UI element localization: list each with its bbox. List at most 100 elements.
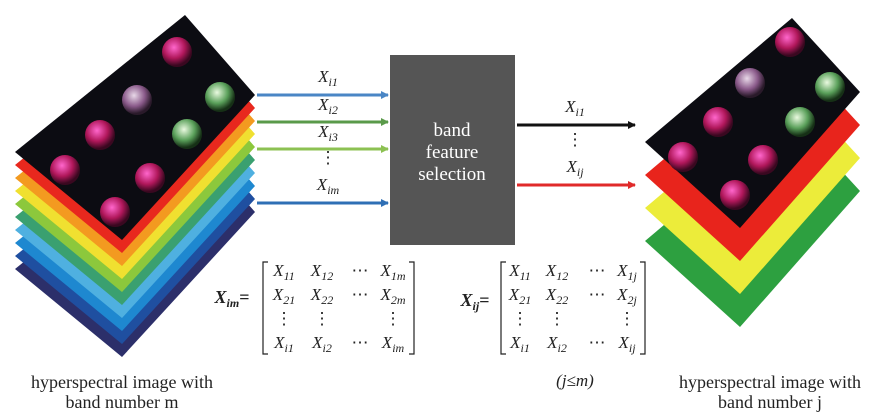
matrix-cell: X11 [272,261,295,283]
sample [703,107,733,137]
matrix-cell: Xi2 [311,333,332,355]
symbol: X [460,290,474,310]
subscript: ij [629,341,636,355]
symbol: X [564,97,576,116]
subscript: 12 [321,269,333,283]
matrix-cell: ⋯ [589,285,606,304]
selector-label: band [434,120,471,141]
caption: hyperspectral image with [679,372,861,392]
output-label: ⋮ [567,130,584,149]
sample [85,120,115,150]
matrix-cell: Xi1 [273,333,294,355]
diagram: Xi1Xi2Xi3⋮XimXi1⋮Xijbandfeatureselection… [0,0,890,415]
output-label: Xi1 [564,97,585,119]
matrix-cell: ⋯ [589,333,606,352]
subscript: i1 [285,341,294,355]
matrix-cell: X12 [310,261,333,283]
subscript: i2 [323,341,332,355]
symbol: X [616,261,628,280]
matrix-cell: X12 [545,261,568,283]
matrix-cell: X22 [310,285,333,307]
subscript: 1j [628,269,638,283]
sample [135,163,165,193]
matrix-cell: X11 [508,261,531,283]
symbol: X [310,285,322,304]
symbol: X [546,333,558,352]
matrix-cell: ⋮ [314,309,331,328]
matrix-cell: Xi1 [509,333,530,355]
subscript: 21 [283,293,295,307]
sample [162,37,192,67]
matrix-cell: ⋯ [352,285,369,304]
subscript: i1 [329,75,338,89]
matrix-cell: X22 [545,285,568,307]
selector-label: feature [426,142,479,163]
symbol: X [545,285,557,304]
subscript: 12 [556,269,568,283]
sample [205,82,235,112]
sample [735,68,765,98]
input-label: Xi1 [317,67,338,89]
subscript: im [327,183,339,197]
equals: = [479,290,489,310]
subscript: im [227,296,240,310]
symbol: X [272,285,284,304]
symbol: X [379,261,391,280]
selector-label: selection [418,164,486,185]
matrix-cell: ⋮ [512,309,529,328]
equals: = [239,287,249,307]
matrix-cell: X1m [379,261,405,283]
symbol: X [565,157,577,176]
symbol: X [381,333,393,352]
subscript: im [392,341,404,355]
symbol: X [617,333,629,352]
output-label: Xij [565,157,584,179]
subscript: 11 [520,269,531,283]
right-image-stack [645,18,860,327]
caption: hyperspectral image with [31,372,213,392]
matrix-cell: Xij [617,333,636,355]
caption: band number j [718,392,822,412]
subscript: ij [577,165,584,179]
subscript: i1 [576,105,585,119]
matrix-cell: ⋮ [276,309,293,328]
symbol: X [272,261,284,280]
sample [720,180,750,210]
matrix-cell: ⋮ [549,309,566,328]
subscript: 2m [391,293,406,307]
symbol: X [317,122,329,141]
subscript: i2 [329,103,338,117]
matrix-cell: ⋮ [385,309,402,328]
matrix-cell: X1j [616,261,637,283]
matrix-cell: X21 [272,285,295,307]
symbol: X [310,261,322,280]
constraint: (j≤m) [556,371,594,390]
input-label: Xi3 [317,122,338,144]
sample [815,72,845,102]
matrix-cell: Xim [381,333,405,355]
matrix-cell: X2m [379,285,405,307]
sample [172,119,202,149]
matrix-cell: ⋯ [352,261,369,280]
matrix-cell: ⋯ [352,333,369,352]
input-label: Xi2 [317,95,338,117]
matrix-cell: ⋯ [589,261,606,280]
subscript: i2 [558,341,567,355]
sample [775,27,805,57]
symbol: X [214,287,228,307]
input-label: Xim [316,175,340,197]
subscript: 22 [321,293,333,307]
subscript: i1 [521,341,530,355]
subscript: 11 [284,269,295,283]
subscript: 2j [628,293,638,307]
sample [122,85,152,115]
matrix-cell: Xi2 [546,333,567,355]
input-label: ⋮ [320,148,337,167]
subscript: 1m [391,269,406,283]
sample [748,145,778,175]
sample [50,155,80,185]
subscript: 21 [519,293,531,307]
symbol: X [616,285,628,304]
subscript: i3 [329,130,338,144]
sample [785,107,815,137]
